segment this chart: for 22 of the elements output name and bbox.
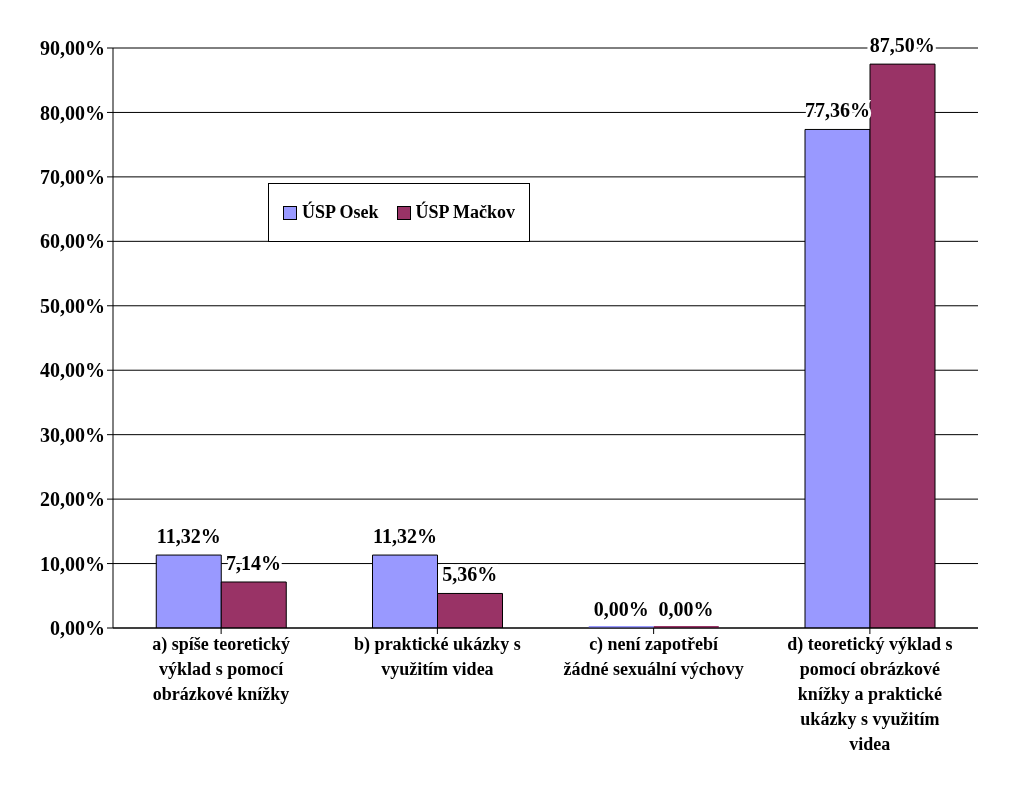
y-tick-label: 40,00% [40,359,105,382]
y-tick-label: 60,00% [40,230,105,253]
data-label: 0,00% [658,598,714,620]
data-label: 5,36% [442,563,498,586]
y-tick-label: 10,00% [40,552,105,575]
y-tick-label: 90,00% [40,37,105,60]
data-label: 0,00% [593,598,649,620]
data-label: 87,50% [869,34,935,57]
x-tick-label: d) teoretický výklad s pomocí obrázkové knížky a praktické ukázky s využitím videa [787,634,953,754]
x-tick-label: b) praktické ukázky s využitím videa [354,634,521,679]
x-tick-label: c) není zapotřebí žádné sexuální výchovy [563,634,744,679]
data-label: 11,32% [156,525,221,548]
data-label: 11,32% [372,525,437,548]
y-tick-label: 50,00% [40,294,105,317]
y-tick-label: 30,00% [40,423,105,446]
legend-label: ÚSP Osek [301,202,379,223]
y-tick-label: 0,00% [50,617,105,640]
y-tick-label: 20,00% [40,488,105,511]
legend-label: ÚSP Mačkov [414,202,516,223]
y-tick-label: 80,00% [40,101,105,124]
y-tick-label: 70,00% [40,165,105,188]
x-tick-label: a) spíše teoretický výklad s pomocí obrázkové knížky [152,634,290,704]
